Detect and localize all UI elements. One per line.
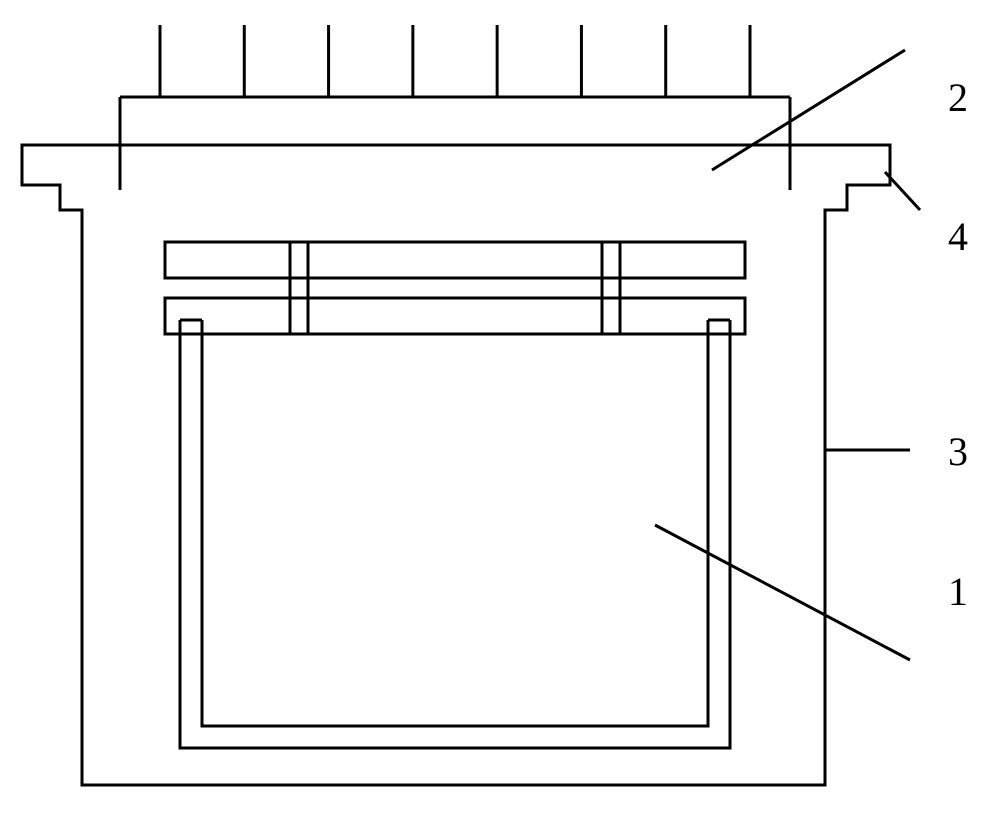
leader-l2	[712, 50, 905, 170]
label-4: 4	[948, 213, 968, 260]
leader-l4	[885, 172, 920, 210]
label-2: 2	[948, 74, 968, 121]
label-3: 3	[948, 428, 968, 475]
bar-upper	[165, 242, 745, 278]
bar-lower	[165, 298, 745, 334]
cup-outer	[180, 320, 730, 748]
leader-l1	[655, 525, 910, 660]
cup-inner	[202, 320, 708, 726]
label-1: 1	[948, 568, 968, 615]
diagram-canvas	[0, 0, 1000, 823]
